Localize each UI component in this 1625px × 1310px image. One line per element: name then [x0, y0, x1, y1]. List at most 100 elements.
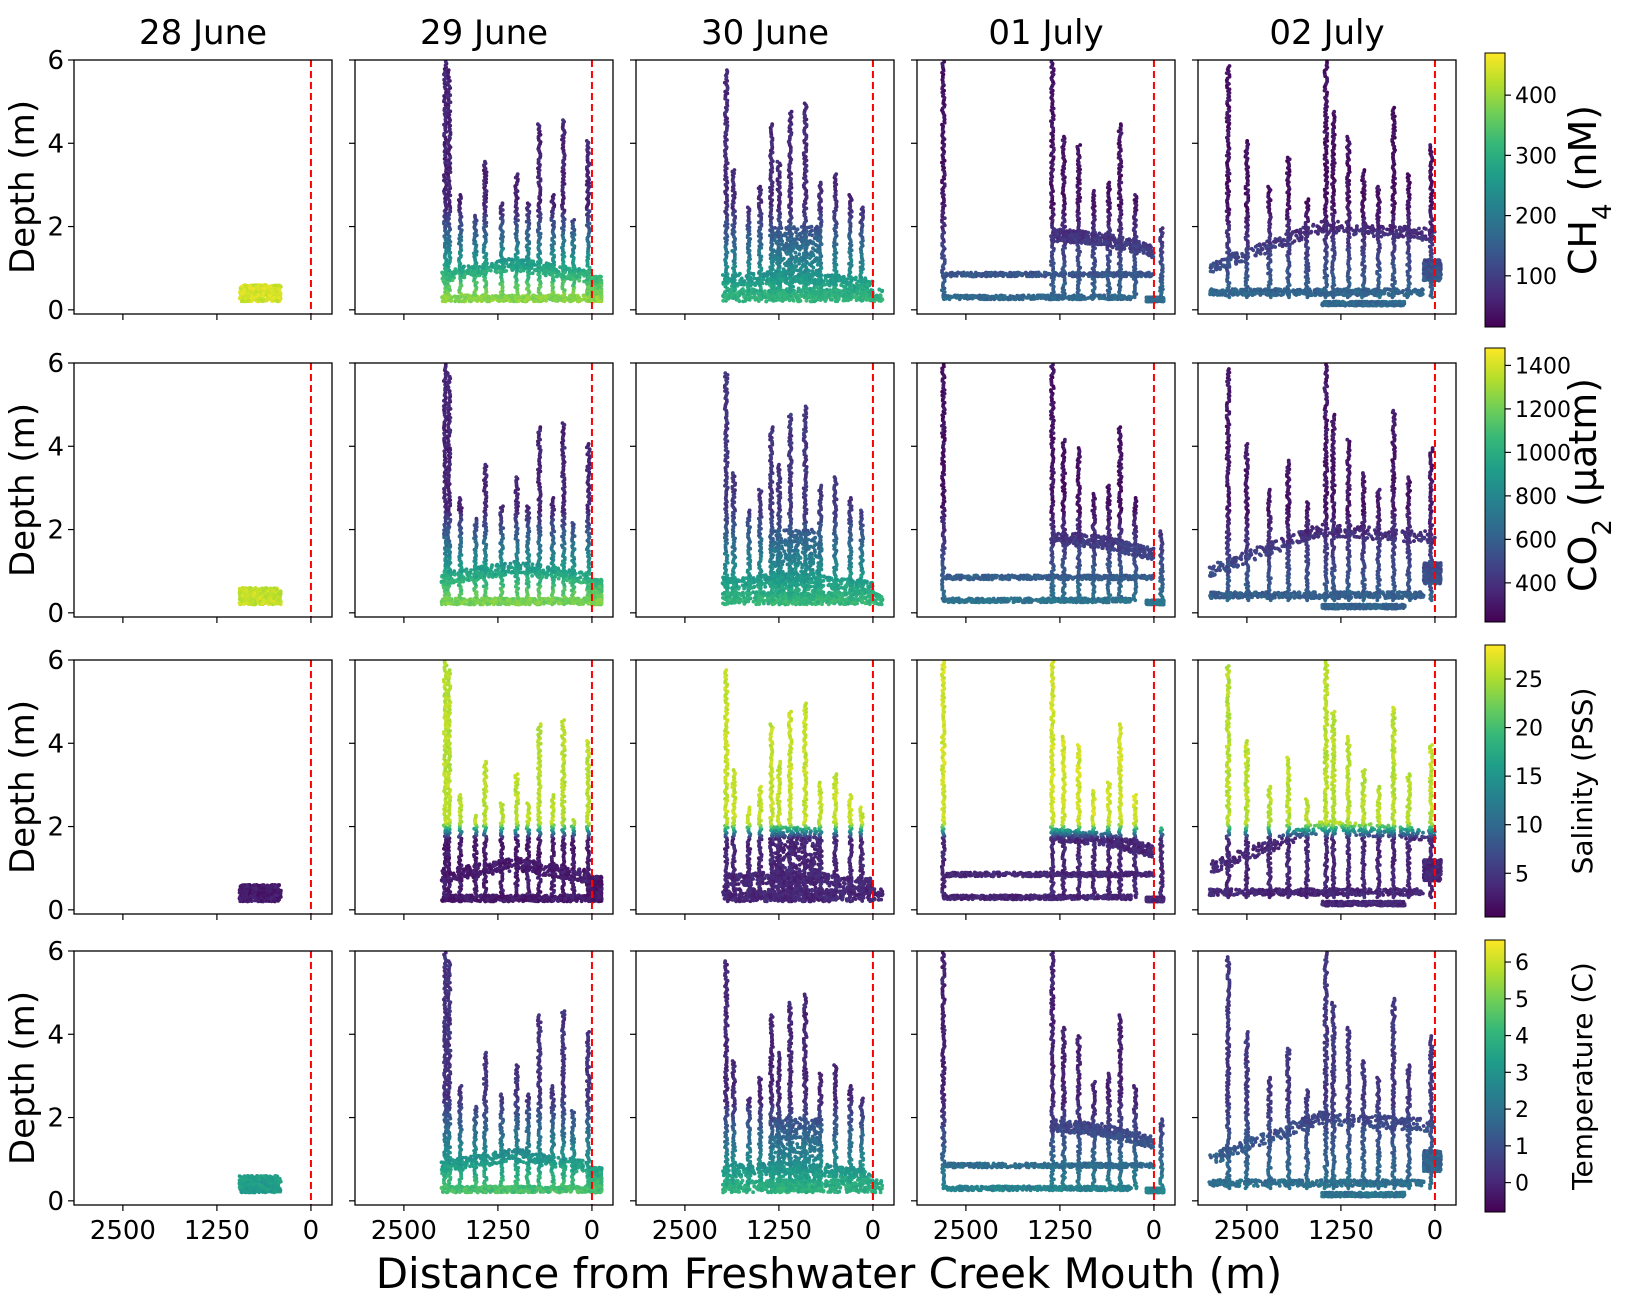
data-point [587, 184, 592, 189]
y-axis-label: Depth (m) [3, 100, 43, 274]
data-point [465, 269, 469, 273]
data-point [445, 188, 450, 192]
data-point [797, 261, 801, 266]
data-point [800, 288, 805, 293]
data-point [725, 68, 729, 72]
data-point [842, 292, 846, 297]
data-point [553, 298, 558, 303]
data-point [804, 286, 809, 291]
data-point [266, 296, 271, 301]
data-point [796, 272, 801, 277]
data-point [736, 273, 741, 278]
data-point [785, 271, 790, 275]
data-point [867, 292, 872, 297]
data-point [723, 223, 727, 228]
data-point [488, 268, 493, 273]
data-point [269, 297, 274, 302]
data-point [799, 256, 803, 260]
data-point [791, 241, 796, 246]
data-point [808, 286, 812, 291]
data-point [800, 265, 804, 269]
data-point [457, 299, 461, 304]
data-point [764, 281, 769, 286]
data-point [277, 286, 282, 291]
data-point [844, 280, 849, 285]
data-point [504, 261, 509, 266]
data-point [597, 299, 602, 304]
data-point [834, 288, 839, 293]
data-point [265, 288, 270, 293]
panel-frame [73, 59, 333, 315]
data-point [536, 122, 540, 127]
data-point [843, 288, 848, 293]
data-point [869, 288, 874, 292]
data-point [581, 272, 586, 276]
data-point [854, 275, 858, 280]
data-point [829, 281, 834, 286]
data-point [813, 242, 818, 247]
data-point [876, 298, 881, 303]
data-point [798, 299, 803, 303]
data-point [877, 287, 882, 292]
data-point [491, 296, 495, 301]
data-point [768, 233, 772, 238]
data-point [792, 237, 797, 242]
data-point [808, 256, 812, 260]
data-point [470, 297, 475, 302]
data-point [586, 298, 591, 303]
data-point [256, 293, 261, 297]
data-point [814, 271, 818, 275]
data-point [246, 298, 251, 303]
data-point [812, 259, 816, 264]
data-point [867, 297, 872, 302]
data-point [587, 209, 592, 214]
data-point [810, 228, 814, 233]
data-point [494, 294, 498, 298]
data-point [831, 244, 836, 248]
data-point [758, 184, 763, 189]
data-point [795, 268, 800, 273]
data-point [597, 284, 602, 289]
data-point [543, 294, 548, 298]
data-point [854, 295, 859, 299]
data-point [753, 289, 757, 294]
column-title: 29 June [420, 13, 548, 53]
data-point [730, 249, 735, 253]
data-point [452, 294, 457, 299]
data-point [522, 295, 526, 300]
data-point [852, 288, 856, 293]
data-point [519, 268, 523, 273]
data-point [741, 299, 745, 304]
data-point [764, 299, 769, 304]
data-point [762, 294, 766, 299]
data-point [855, 281, 859, 286]
data-point [789, 109, 794, 114]
data-point [578, 271, 583, 276]
data-point [450, 278, 455, 283]
scatter-points [237, 283, 283, 304]
data-point [745, 205, 750, 210]
data-point [863, 277, 868, 282]
data-point [269, 290, 274, 295]
data-point [793, 258, 798, 263]
data-point [811, 265, 816, 270]
data-point [858, 297, 863, 302]
data-point [241, 289, 246, 293]
data-point [807, 293, 811, 298]
data-point [802, 101, 807, 106]
data-point [809, 290, 814, 295]
y-tick-label: 4 [47, 129, 64, 159]
panel-ch4-1: 29 June [349, 13, 614, 320]
data-point [796, 286, 801, 291]
data-point [739, 288, 744, 292]
data-point [505, 296, 510, 300]
data-point [775, 159, 780, 164]
data-point [577, 278, 582, 283]
data-point [782, 262, 787, 266]
data-point [277, 296, 281, 300]
data-point [761, 277, 766, 282]
data-point [794, 295, 799, 300]
data-point [823, 293, 827, 297]
data-point [784, 243, 788, 248]
